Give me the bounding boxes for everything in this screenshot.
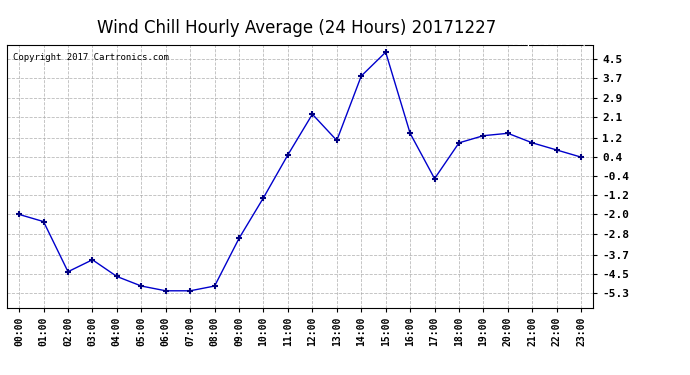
Text: Copyright 2017 Cartronics.com: Copyright 2017 Cartronics.com [13,53,168,62]
Text: Wind Chill Hourly Average (24 Hours) 20171227: Wind Chill Hourly Average (24 Hours) 201… [97,19,496,37]
Text: Temperature  (°F): Temperature (°F) [511,38,603,47]
